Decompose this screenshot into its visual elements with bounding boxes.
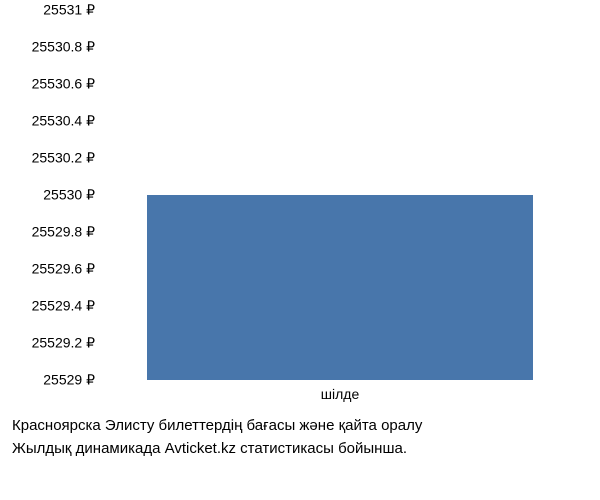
y-tick-label: 25530.4 ₽ — [32, 113, 95, 130]
caption-line-2: Жылдық динамикада Avticket.kz статистика… — [12, 438, 587, 461]
y-tick-label: 25529.4 ₽ — [32, 298, 95, 315]
y-tick-label: 25530.2 ₽ — [32, 150, 95, 167]
y-tick-label: 25530 ₽ — [43, 187, 95, 204]
caption-line-1: Красноярска Элисту билеттердің бағасы жә… — [12, 415, 587, 438]
y-tick-label: 25529.2 ₽ — [32, 335, 95, 352]
y-tick-label: 25531 ₽ — [43, 2, 95, 19]
price-chart: 25529 ₽ 25529.2 ₽ 25529.4 ₽ 25529.6 ₽ 25529.… — [0, 10, 590, 398]
chart-caption: Красноярска Элисту билеттердің бағасы жә… — [12, 415, 587, 460]
x-tick-label: шілде — [321, 386, 359, 402]
plot-area — [105, 10, 575, 380]
y-tick-label: 25529.6 ₽ — [32, 261, 95, 278]
y-tick-label: 25530.8 ₽ — [32, 39, 95, 56]
y-tick-label: 25530.6 ₽ — [32, 76, 95, 93]
y-tick-label: 25529 ₽ — [43, 372, 95, 389]
bar — [147, 195, 532, 380]
y-tick-label: 25529.8 ₽ — [32, 224, 95, 241]
y-axis: 25529 ₽25529.2 ₽25529.4 ₽25529.6 ₽25529.… — [0, 10, 105, 380]
